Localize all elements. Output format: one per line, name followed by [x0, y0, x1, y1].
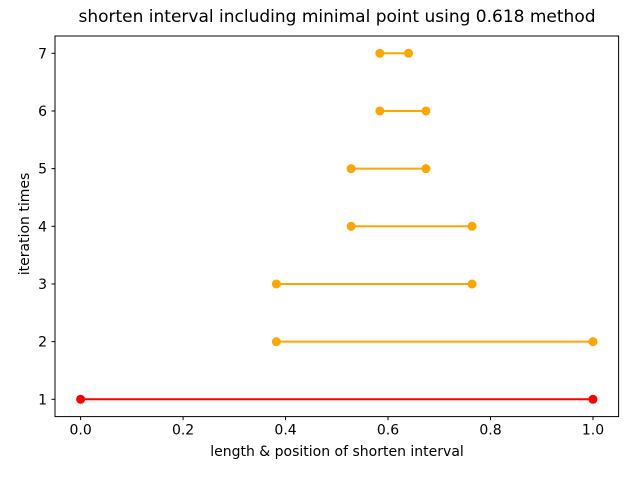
x-tick-label: 1.0: [582, 423, 604, 439]
iteration-6-interval-endpoint-marker: [421, 106, 431, 116]
chart-title: shorten interval including minimal point…: [78, 7, 596, 27]
iteration-7-interval-endpoint-marker: [404, 48, 414, 58]
iteration-4-interval-endpoint-marker: [467, 221, 477, 231]
iteration-1-interval-endpoint-marker: [76, 394, 86, 404]
y-tick-label: 3: [38, 277, 47, 293]
x-tick-label: 0.0: [69, 423, 91, 439]
y-axis-label: iteration times: [17, 172, 33, 276]
y-tick-label: 4: [38, 219, 47, 235]
iteration-4-interval-endpoint-marker: [346, 221, 356, 231]
x-tick-label: 0.4: [274, 423, 296, 439]
y-tick-label: 1: [38, 392, 47, 408]
iteration-2-interval-endpoint-marker: [588, 337, 598, 347]
plot-border: [54, 35, 620, 418]
iteration-1-interval-endpoint-marker: [588, 394, 598, 404]
y-tick-label: 2: [38, 335, 47, 351]
x-tick-label: 0.8: [479, 423, 501, 439]
iteration-5-interval-endpoint-marker: [346, 164, 356, 174]
y-tick-label: 5: [38, 162, 47, 178]
iteration-3-interval-endpoint-marker: [271, 279, 281, 289]
y-tick-label: 7: [38, 46, 47, 62]
iteration-2-interval-endpoint-marker: [271, 337, 281, 347]
iteration-5-interval-endpoint-marker: [421, 164, 431, 174]
x-tick-label: 0.6: [377, 423, 399, 439]
iteration-3-interval-endpoint-marker: [467, 279, 477, 289]
x-axis-label: length & position of shorten interval: [210, 444, 464, 460]
x-tick-label: 0.2: [172, 423, 194, 439]
y-tick-label: 6: [38, 104, 47, 120]
iteration-6-interval-endpoint-marker: [375, 106, 385, 116]
iteration-7-interval-endpoint-marker: [375, 48, 385, 58]
